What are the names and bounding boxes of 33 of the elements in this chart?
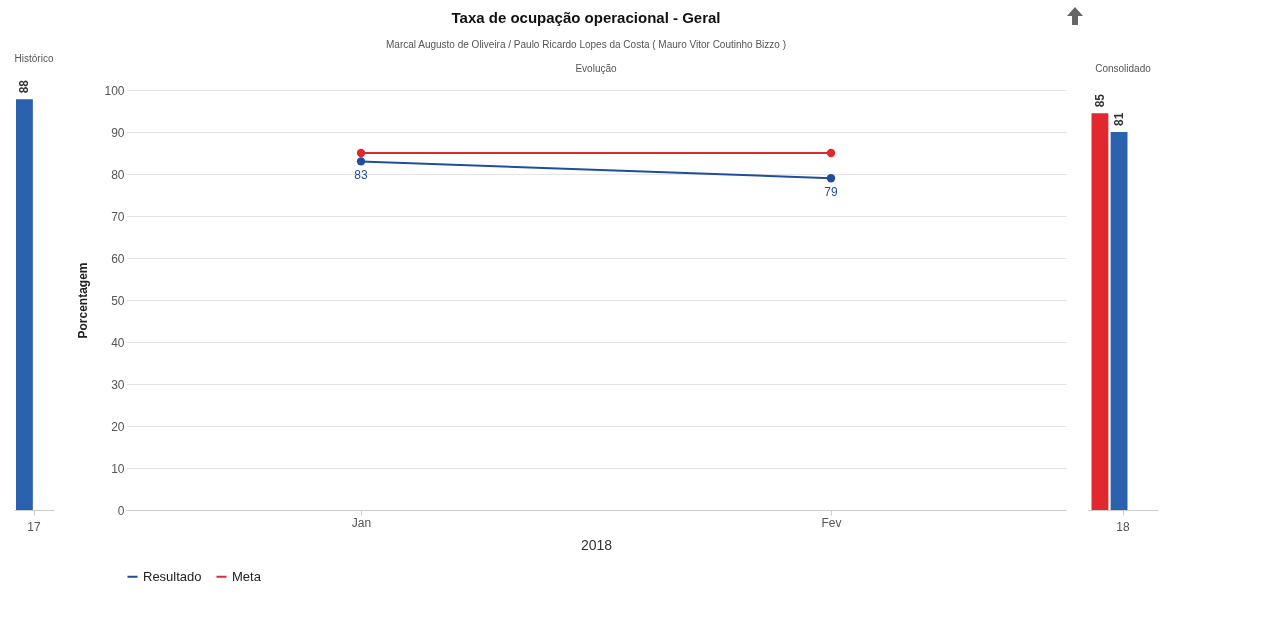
y-tick-label: 30 bbox=[111, 377, 125, 392]
legend-label: Meta bbox=[232, 568, 262, 584]
legend-label: Resultado bbox=[143, 568, 202, 584]
point bbox=[356, 157, 366, 166]
x-tick-label: Fev bbox=[821, 515, 842, 530]
y-tick-label: 10 bbox=[111, 461, 125, 476]
x-tick-label: Jan bbox=[351, 515, 372, 530]
text: Evolução bbox=[575, 63, 618, 74]
chart-title: Consolidado bbox=[1095, 63, 1152, 74]
point bbox=[356, 148, 366, 158]
chart-title: Taxa de ocupação operacional - Geral bbox=[451, 8, 721, 26]
point bbox=[826, 174, 836, 183]
chart-title: Histórico bbox=[14, 52, 54, 64]
point bbox=[826, 148, 836, 158]
x-axis-title: 2018 bbox=[580, 536, 613, 553]
y-tick-label: 0 bbox=[117, 503, 125, 518]
data-label: 88 bbox=[17, 79, 32, 94]
x-tick-label: 18 bbox=[1116, 519, 1130, 534]
data-label: 85 bbox=[1092, 93, 1107, 108]
y-tick-label: 20 bbox=[111, 419, 125, 434]
data-label: 83 bbox=[354, 168, 368, 183]
y-tick-label: 70 bbox=[111, 209, 125, 224]
y-tick-label: 50 bbox=[111, 293, 125, 308]
y-tick-label: 60 bbox=[111, 251, 125, 266]
y-tick-label: 90 bbox=[111, 125, 125, 140]
chart-subtitle: Marcal Augusto de Oliveira / Paulo Ricardo Lopes da Costa ( Mauro Vitor Coutinho Bizzo ) bbox=[385, 38, 787, 50]
y-tick-label: 100 bbox=[104, 83, 125, 98]
data-label: 81 bbox=[1112, 112, 1127, 126]
y-axis-title: Porcentagem bbox=[76, 262, 91, 339]
data-label: 79 bbox=[824, 185, 838, 200]
y-tick-label: 40 bbox=[111, 335, 125, 350]
x-tick-label: 17 bbox=[27, 519, 41, 534]
y-tick-label: 80 bbox=[111, 167, 125, 182]
